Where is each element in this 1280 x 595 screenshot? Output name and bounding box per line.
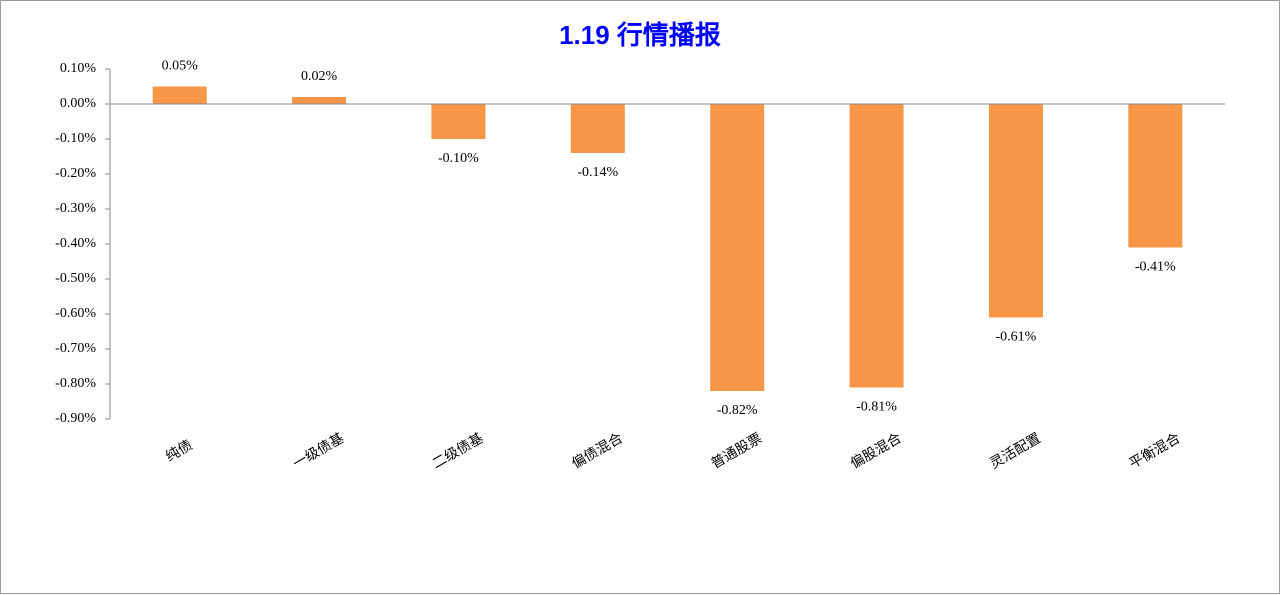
y-tick-label: 0.10% (60, 61, 97, 76)
y-tick-label: -0.50% (55, 271, 96, 286)
y-tick-label: -0.30% (55, 201, 96, 216)
value-label: 0.05% (162, 59, 199, 74)
value-label: -0.61% (996, 330, 1037, 345)
y-tick-label: -0.80% (55, 376, 96, 391)
value-label: -0.41% (1135, 260, 1176, 275)
y-tick-label: -0.90% (55, 411, 96, 426)
value-label: -0.14% (577, 165, 618, 180)
bar (570, 104, 625, 153)
y-tick-label: -0.10% (55, 131, 96, 146)
y-tick-label: -0.40% (55, 236, 96, 251)
chart-title: 1.19 行情播报 (559, 20, 721, 50)
bar (710, 104, 765, 391)
bar (431, 104, 486, 139)
bar (988, 104, 1043, 318)
value-label: -0.82% (717, 403, 758, 418)
bar (1128, 104, 1183, 248)
bar (152, 86, 207, 104)
y-tick-label: 0.00% (60, 96, 97, 111)
y-tick-label: -0.70% (55, 341, 96, 356)
value-label: 0.02% (301, 69, 338, 84)
y-tick-label: -0.60% (55, 306, 96, 321)
value-label: -0.81% (856, 400, 897, 415)
bar (849, 104, 904, 388)
y-tick-label: -0.20% (55, 166, 96, 181)
bar (292, 97, 347, 104)
value-label: -0.10% (438, 151, 479, 166)
